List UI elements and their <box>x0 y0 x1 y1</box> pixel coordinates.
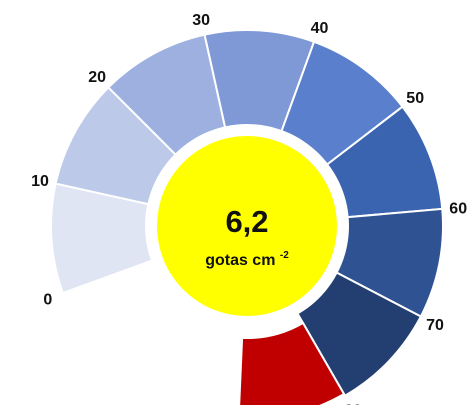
tick-label-60: 60 <box>449 201 467 218</box>
gauge-segment-highlight <box>238 321 346 405</box>
tick-label-40: 40 <box>311 20 329 37</box>
gauge-tick-labels: 0 10 20 30 40 50 60 70 80 <box>31 12 467 405</box>
unit-exponent-text: -2 <box>280 250 289 261</box>
tick-label-50: 50 <box>406 90 424 107</box>
gauge-segments <box>50 29 444 405</box>
tick-label-70: 70 <box>426 317 444 334</box>
tick-label-20: 20 <box>88 69 106 86</box>
unit-base-text: gotas cm <box>205 252 275 269</box>
tick-label-0: 0 <box>43 292 52 309</box>
tick-label-80: 80 <box>344 403 362 405</box>
center-disc <box>157 136 337 316</box>
center-unit-label: gotas cm -2 <box>205 250 289 269</box>
tick-label-30: 30 <box>192 12 210 29</box>
tick-label-10: 10 <box>31 173 49 190</box>
center-value-label: 6,2 <box>225 204 268 239</box>
